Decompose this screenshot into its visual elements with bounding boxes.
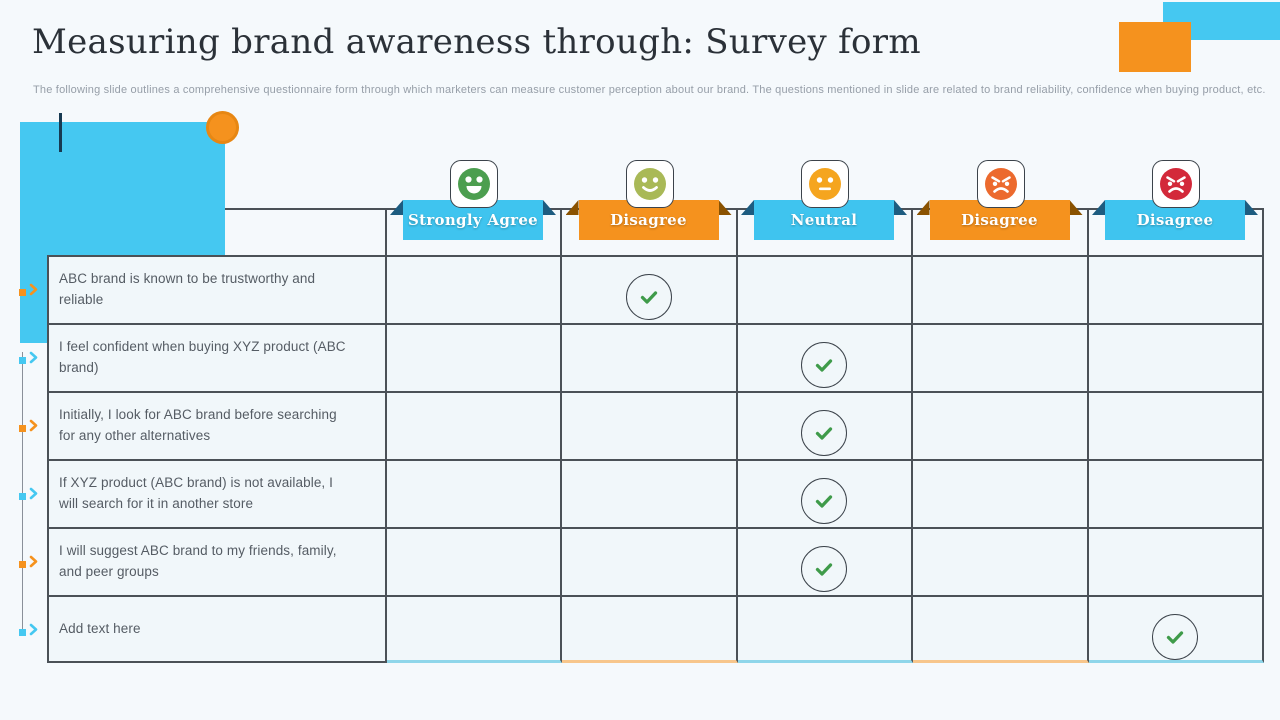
left-cyan-block [20,122,225,255]
page-title: Measuring brand awareness through: Surve… [32,22,921,62]
answer-cell-r0-c0[interactable] [387,255,563,323]
answer-cell-r5-c1[interactable] [562,595,738,663]
marker-square-icon [19,492,26,500]
left-cyan-strip [20,255,47,343]
answer-cell-r3-c2[interactable] [737,459,914,527]
row-marker-blue [19,623,38,641]
column-header-label: Disagree [961,211,1038,229]
answer-cell-r5-c3[interactable] [913,595,1089,663]
marker-square-icon [19,356,26,364]
answer-cell-r5-c2[interactable] [737,595,914,663]
accent-line [59,113,62,152]
question-text: Initially, I look for ABC brand before s… [59,407,337,443]
check-icon [816,495,833,508]
answer-cell-r3-c1[interactable] [562,459,738,527]
row-marker-blue [19,487,38,505]
chevron-right-icon [29,351,38,369]
smile-face-icon [625,160,674,208]
slide-subtitle: The following slide outlines a comprehen… [33,84,1266,96]
check-icon [816,427,833,440]
answer-cell-r1-c4[interactable] [1088,323,1264,391]
rage-face-icon [1152,160,1200,208]
answer-cell-r2-c3[interactable] [913,391,1089,459]
answer-cell-r1-c3[interactable] [913,323,1089,391]
answer-cell-r4-c1[interactable] [562,527,738,595]
marker-square-icon [19,628,26,636]
answer-cell-r5-c0[interactable] [387,595,563,663]
checkmark-circle[interactable] [626,274,673,320]
checkmark-circle[interactable] [1152,614,1199,660]
answer-cell-r0-c3[interactable] [913,255,1089,323]
answer-cell-r3-c0[interactable] [387,459,563,527]
column-header-label: Disagree [1136,211,1214,229]
question-cell: I will suggest ABC brand to my friends, … [49,527,387,595]
column-header-ribbon-4: Disagree [1105,200,1245,240]
column-header-label: Disagree [610,211,687,229]
row-marker-blue [19,351,38,369]
answer-cell-r0-c1[interactable] [562,255,738,323]
answer-cell-r0-c4[interactable] [1088,255,1264,323]
question-cell[interactable]: Add text here [49,595,387,663]
neutral-face-icon [801,160,849,208]
column-header-label: Neutral [790,211,858,229]
answer-cell-r4-c4[interactable] [1088,527,1264,595]
question-text: Add text here [59,620,141,636]
marker-square-icon [19,560,26,568]
answer-cell-r1-c1[interactable] [562,323,738,391]
answer-cell-r1-c2[interactable] [737,323,914,391]
answer-cell-r4-c3[interactable] [913,527,1089,595]
column-header-label: Strongly Agree [407,211,538,229]
answer-cell-r2-c0[interactable] [387,391,563,459]
chevron-right-icon [29,623,38,641]
angry-face-icon [976,160,1025,208]
check-icon [640,291,658,304]
checkmark-circle[interactable] [801,342,848,388]
chevron-right-icon [29,555,38,573]
question-cell: If XYZ product (ABC brand) is not availa… [49,459,387,527]
marker-connector-line [22,352,23,632]
chevron-right-icon [29,283,38,301]
answer-cell-r5-c4[interactable] [1088,595,1264,663]
answer-cell-r2-c1[interactable] [562,391,738,459]
checkmark-circle[interactable] [801,546,848,592]
checkmark-circle[interactable] [801,478,848,524]
question-cell: I feel confident when buying XYZ product… [49,323,387,391]
marker-square-icon [19,424,26,432]
answer-cell-r4-c0[interactable] [387,527,563,595]
column-header-ribbon-3: Disagree [929,200,1070,240]
row-marker-orange [19,283,38,301]
chevron-right-icon [29,487,38,505]
answer-cell-r3-c4[interactable] [1088,459,1264,527]
answer-cell-r4-c2[interactable] [737,527,914,595]
question-cell: ABC brand is known to be trustworthy and… [49,255,387,323]
answer-cell-r1-c0[interactable] [387,323,563,391]
answer-cell-r0-c2[interactable] [737,255,914,323]
check-icon [1167,631,1184,644]
answer-cell-r2-c2[interactable] [737,391,914,459]
orange-dot [206,111,239,144]
question-cell: Initially, I look for ABC brand before s… [49,391,387,459]
happy-open-face-icon [450,160,498,208]
question-text: ABC brand is known to be trustworthy and… [59,271,316,307]
answer-cell-r3-c3[interactable] [913,459,1089,527]
survey-table: ABC brand is known to be trustworthy and… [47,208,1264,663]
question-text: I feel confident when buying XYZ product… [59,339,346,375]
checkmark-circle[interactable] [801,410,848,456]
top-right-orange-rectangle [1119,22,1191,72]
question-text: If XYZ product (ABC brand) is not availa… [59,475,333,511]
check-icon [816,359,833,372]
answer-cell-r2-c4[interactable] [1088,391,1264,459]
row-marker-orange [19,555,38,573]
question-text: I will suggest ABC brand to my friends, … [59,543,337,579]
marker-square-icon [19,288,26,296]
check-icon [816,563,833,576]
row-marker-orange [19,419,38,437]
column-header-ribbon-0: Strongly Agree [403,200,543,240]
chevron-right-icon [29,419,38,437]
